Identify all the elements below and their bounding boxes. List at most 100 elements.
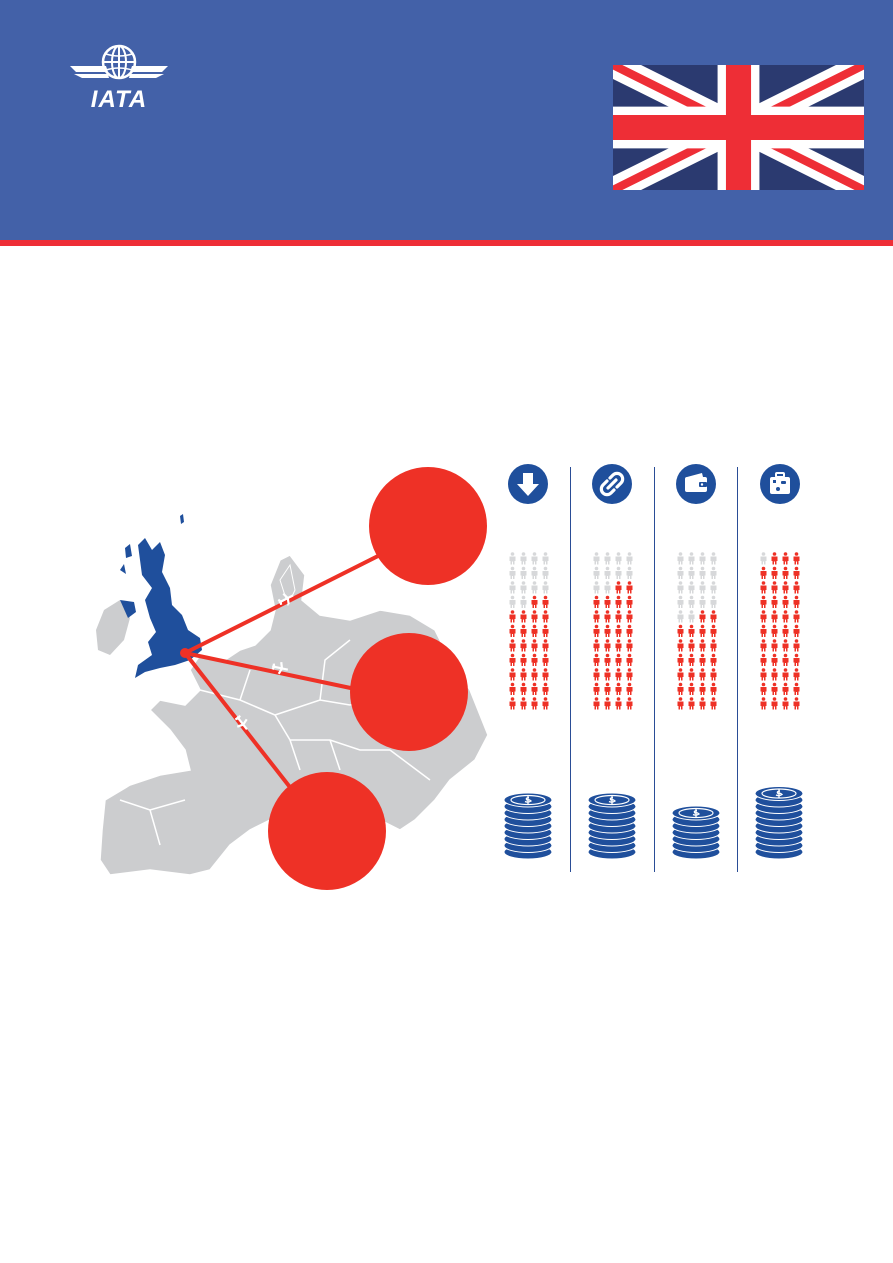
person-icon [593, 639, 600, 652]
plane-icon [271, 662, 289, 675]
person-icon [509, 653, 516, 666]
person-icon [793, 595, 800, 608]
globe-wings-icon [70, 44, 168, 80]
person-icon [615, 581, 622, 594]
person-icon [793, 697, 800, 710]
person-icon [771, 581, 778, 594]
person-icon [615, 595, 622, 608]
column-divider [570, 467, 571, 872]
column-divider [654, 467, 655, 872]
person-icon [604, 552, 611, 565]
person-icon [699, 624, 706, 637]
person-icon [782, 639, 789, 652]
person-icon [593, 595, 600, 608]
person-icon [677, 653, 684, 666]
wallet-icon [676, 464, 716, 504]
person-icon [677, 624, 684, 637]
people-grid-col-2 [593, 552, 633, 710]
person-icon [531, 552, 538, 565]
coin-rim [594, 794, 630, 806]
dollar-icon [608, 796, 617, 804]
person-icon [782, 610, 789, 623]
person-icon [710, 566, 717, 579]
destination-bubble-east [350, 633, 468, 751]
plane-icon [277, 592, 294, 606]
person-icon [626, 697, 633, 710]
person-icon [531, 595, 538, 608]
person-icon [760, 581, 767, 594]
person-icon [593, 682, 600, 695]
plane-icon [234, 715, 248, 730]
person-icon [531, 581, 538, 594]
person-icon [699, 566, 706, 579]
person-icon [542, 682, 549, 695]
person-icon [520, 682, 527, 695]
person-icon [520, 552, 527, 565]
person-icon [615, 653, 622, 666]
person-icon [771, 682, 778, 695]
person-icon [531, 624, 538, 637]
person-icon [542, 566, 549, 579]
person-icon [760, 595, 767, 608]
person-icon [771, 639, 778, 652]
person-icon [760, 552, 767, 565]
person-icon [677, 639, 684, 652]
person-icon [677, 595, 684, 608]
person-icon [593, 552, 600, 565]
person-icon [688, 682, 695, 695]
person-icon [593, 697, 600, 710]
person-icon [699, 653, 706, 666]
person-icon [699, 639, 706, 652]
person-icon [760, 624, 767, 637]
person-icon [542, 668, 549, 681]
header-stripe [0, 240, 893, 246]
person-icon [626, 610, 633, 623]
person-icon [604, 653, 611, 666]
person-icon [677, 682, 684, 695]
person-icon [771, 668, 778, 681]
destination-bubble-north [369, 467, 487, 585]
person-icon [604, 581, 611, 594]
person-icon [793, 653, 800, 666]
logo-text: IATA [90, 86, 148, 113]
person-icon [542, 581, 549, 594]
iata-logo: IATA [68, 42, 170, 113]
person-icon [615, 639, 622, 652]
person-icon [793, 682, 800, 695]
person-icon [771, 552, 778, 565]
person-icon [604, 668, 611, 681]
download-arrow-icon [508, 464, 548, 504]
chain-link-icon [592, 464, 632, 504]
person-icon [626, 668, 633, 681]
people-grid-col-3 [677, 552, 717, 710]
person-icon [760, 697, 767, 710]
person-icon [531, 682, 538, 695]
person-icon [615, 668, 622, 681]
coin-stack-col-2 [587, 792, 637, 860]
coin-rim [510, 794, 546, 806]
person-icon [760, 610, 767, 623]
person-icon [688, 697, 695, 710]
coin-stack-col-1 [503, 792, 553, 860]
person-icon [782, 682, 789, 695]
person-icon [509, 639, 516, 652]
person-icon [531, 639, 538, 652]
person-icon [782, 653, 789, 666]
person-icon [509, 581, 516, 594]
dollar-icon [524, 796, 533, 804]
person-icon [520, 697, 527, 710]
person-icon [688, 610, 695, 623]
person-icon [782, 624, 789, 637]
coin-stack-col-4 [754, 786, 804, 860]
person-icon [710, 682, 717, 695]
person-icon [688, 566, 695, 579]
person-icon [771, 566, 778, 579]
person-icon [688, 581, 695, 594]
person-icon [520, 668, 527, 681]
person-icon [677, 668, 684, 681]
person-icon [771, 697, 778, 710]
coin-stack-col-3 [671, 805, 721, 860]
person-icon [626, 566, 633, 579]
person-icon [520, 581, 527, 594]
person-icon [520, 639, 527, 652]
